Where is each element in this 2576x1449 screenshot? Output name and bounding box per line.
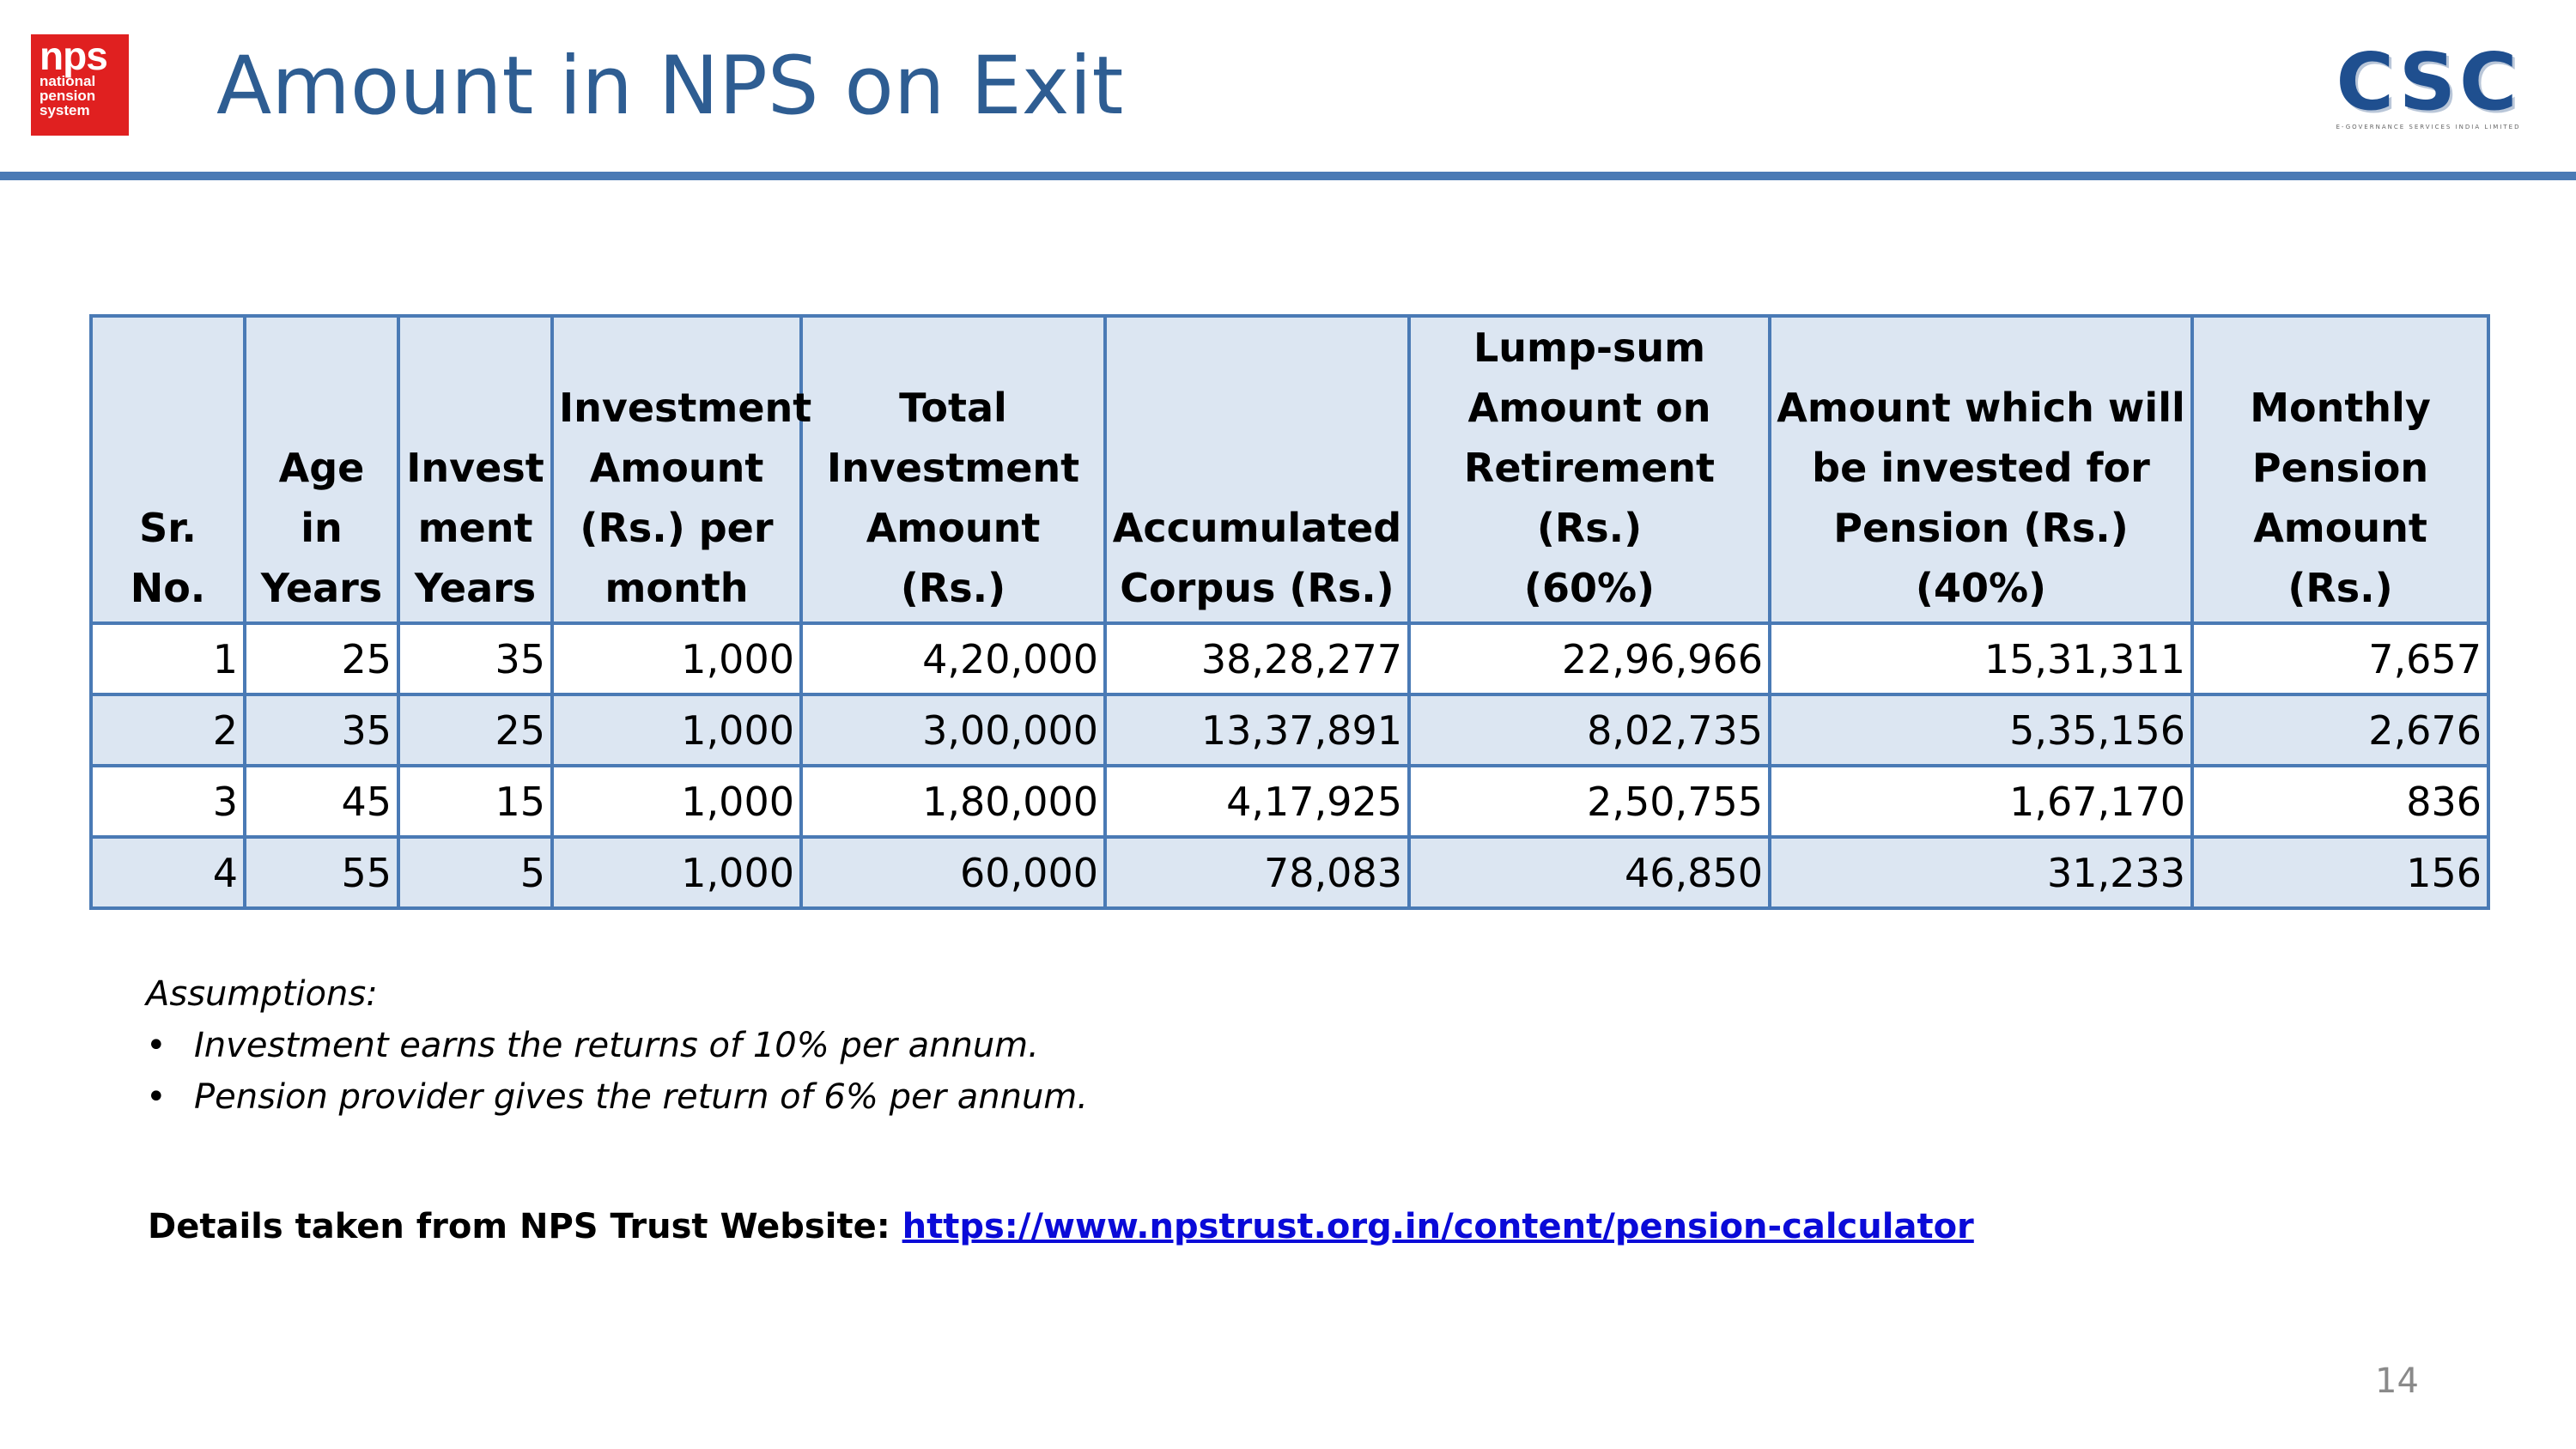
assumptions-heading: Assumptions: — [146, 974, 378, 1014]
cell-lump-sum: 2,50,755 — [1407, 764, 1771, 839]
cell-monthly-investment: 1,000 — [550, 764, 803, 839]
cell-lump-sum: 46,850 — [1407, 835, 1771, 910]
cell-total-investment: 4,20,000 — [799, 621, 1107, 696]
col-header-sr-no: Sr. No. — [89, 314, 246, 625]
source-note: Details taken from NPS Trust Website: ht… — [148, 1207, 1974, 1246]
cell-age: 45 — [243, 764, 400, 839]
col-header-monthly-pension: Monthly Pension Amount (Rs.) — [2190, 314, 2490, 625]
nps-exit-table: Sr. No. Age in Years Invest ment Years I… — [89, 314, 2490, 910]
cell-monthly-investment: 1,000 — [550, 693, 803, 767]
table-row: 2 35 25 1,000 3,00,000 13,37,891 8,02,73… — [89, 693, 2490, 767]
cell-monthly-pension: 156 — [2190, 835, 2490, 910]
cell-lump-sum: 22,96,966 — [1407, 621, 1771, 696]
nps-exit-table-container: Sr. No. Age in Years Invest ment Years I… — [89, 314, 2490, 910]
source-label: Details taken from NPS Trust Website: — [148, 1207, 902, 1246]
assumption-text: Investment earns the returns of 10% per … — [194, 1026, 1039, 1065]
cell-sr-no: 2 — [89, 693, 246, 767]
cell-monthly-pension: 7,657 — [2190, 621, 2490, 696]
cell-investment-years: 5 — [397, 835, 554, 910]
list-item: • Pension provider gives the return of 6… — [146, 1071, 1088, 1123]
col-header-accumulated-corpus: Accumulated Corpus (Rs.) — [1103, 314, 1411, 625]
cell-sr-no: 1 — [89, 621, 246, 696]
cell-sr-no: 4 — [89, 835, 246, 910]
cell-accumulated-corpus: 78,083 — [1103, 835, 1411, 910]
col-header-pension-investment: Amount which will be invested for Pensio… — [1768, 314, 2194, 625]
cell-investment-years: 25 — [397, 693, 554, 767]
cell-accumulated-corpus: 38,28,277 — [1103, 621, 1411, 696]
table-row: 3 45 15 1,000 1,80,000 4,17,925 2,50,755… — [89, 764, 2490, 839]
assumptions-block: Assumptions: • Investment earns the retu… — [146, 968, 1088, 1123]
table-header-row: Sr. No. Age in Years Invest ment Years I… — [89, 314, 2490, 625]
cell-total-investment: 1,80,000 — [799, 764, 1107, 839]
cell-pension-investment: 1,67,170 — [1768, 764, 2194, 839]
cell-age: 25 — [243, 621, 400, 696]
pension-calculator-link[interactable]: https://www.npstrust.org.in/content/pens… — [902, 1207, 1974, 1246]
csc-logo-tagline: E-GOVERNANCE SERVICES INDIA LIMITED — [2336, 124, 2521, 130]
nps-logo-mark: nps — [39, 33, 108, 78]
cell-age: 55 — [243, 835, 400, 910]
table-row: 1 25 35 1,000 4,20,000 38,28,277 22,96,9… — [89, 621, 2490, 696]
col-header-investment-years: Invest ment Years — [397, 314, 554, 625]
assumption-text: Pension provider gives the return of 6% … — [194, 1077, 1088, 1117]
cell-total-investment: 3,00,000 — [799, 693, 1107, 767]
cell-monthly-pension: 836 — [2190, 764, 2490, 839]
cell-sr-no: 3 — [89, 764, 246, 839]
csc-logo: CSC E-GOVERNANCE SERVICES INDIA LIMITED — [2310, 43, 2547, 134]
header-divider — [0, 172, 2576, 180]
cell-monthly-pension: 2,676 — [2190, 693, 2490, 767]
list-item: • Investment earns the returns of 10% pe… — [146, 1020, 1088, 1071]
cell-age: 35 — [243, 693, 400, 767]
assumptions-list: • Investment earns the returns of 10% pe… — [146, 1020, 1088, 1123]
cell-pension-investment: 15,31,311 — [1768, 621, 2194, 696]
cell-total-investment: 60,000 — [799, 835, 1107, 910]
col-header-age: Age in Years — [243, 314, 400, 625]
col-header-monthly-investment: Investment Amount (Rs.) per month — [550, 314, 811, 625]
col-header-lump-sum: Lump-sum Amount on Retirement (Rs.) (60%… — [1407, 314, 1771, 625]
cell-investment-years: 15 — [397, 764, 554, 839]
table-row: 4 55 5 1,000 60,000 78,083 46,850 31,233… — [89, 835, 2490, 910]
csc-logo-mark: CSC — [2336, 36, 2521, 128]
cell-accumulated-corpus: 4,17,925 — [1103, 764, 1411, 839]
col-header-total-investment: Total Investment Amount (Rs.) — [799, 314, 1107, 625]
cell-pension-investment: 31,233 — [1768, 835, 2194, 910]
nps-logo: nps national pension system — [31, 34, 129, 136]
cell-accumulated-corpus: 13,37,891 — [1103, 693, 1411, 767]
nps-logo-text: national pension system — [39, 73, 96, 118]
bullet-icon: • — [146, 1077, 167, 1117]
cell-lump-sum: 8,02,735 — [1407, 693, 1771, 767]
page-title: Amount in NPS on Exit — [216, 39, 1124, 133]
cell-investment-years: 35 — [397, 621, 554, 696]
cell-monthly-investment: 1,000 — [550, 835, 803, 910]
cell-monthly-investment: 1,000 — [550, 621, 803, 696]
page-number: 14 — [2375, 1361, 2419, 1401]
cell-pension-investment: 5,35,156 — [1768, 693, 2194, 767]
bullet-icon: • — [146, 1026, 167, 1065]
